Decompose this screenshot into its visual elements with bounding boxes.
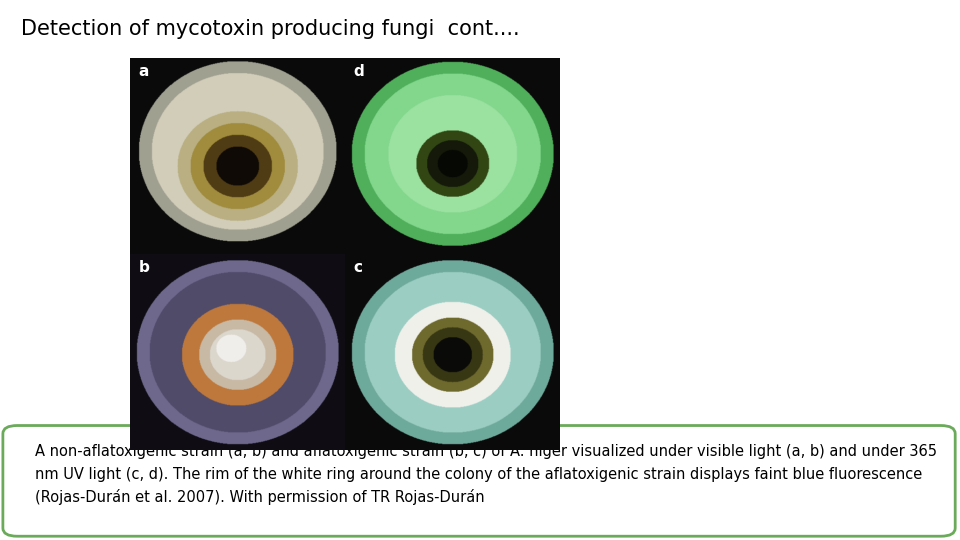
FancyBboxPatch shape — [3, 426, 955, 536]
Text: c: c — [353, 260, 363, 275]
Text: d: d — [353, 64, 365, 79]
Text: a: a — [138, 64, 149, 79]
Text: Detection of mycotoxin producing fungi  cont....: Detection of mycotoxin producing fungi c… — [21, 19, 519, 39]
Text: A non-aflatoxigenic strain (a, b) and aflatoxigenic strain (b, c) of A. niger vi: A non-aflatoxigenic strain (a, b) and af… — [35, 444, 937, 505]
Text: b: b — [138, 260, 150, 275]
